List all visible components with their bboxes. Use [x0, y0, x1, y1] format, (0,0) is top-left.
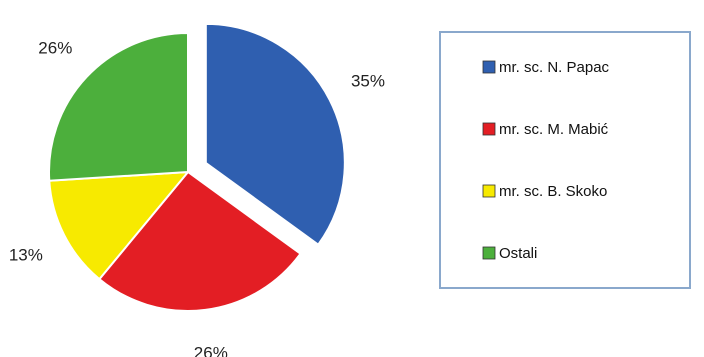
pie-slice-1: [204, 22, 346, 247]
legend-items: mr. sc. N. Papac mr. sc. M. Mabić mr. sc. …: [482, 59, 610, 262]
value-label-4: 26%: [38, 38, 72, 57]
legend-label-4: Ostali: [499, 245, 537, 262]
legend-swatch-3: [482, 184, 496, 198]
pie-value-labels: 35% 26% 13% 26%: [9, 38, 385, 357]
legend-box: [439, 31, 691, 289]
value-label-3: 13%: [9, 246, 43, 265]
legend-swatch-4: [482, 246, 496, 260]
pie-slice-3: [48, 170, 191, 281]
legend-label-3: mr. sc. B. Skoko: [499, 183, 607, 200]
pie-slice-2: [97, 170, 302, 312]
value-label-1: 35%: [351, 71, 385, 90]
value-label-2: 26%: [194, 344, 228, 357]
legend-swatch-1: [482, 60, 496, 74]
legend-label-2: mr. sc. M. Mabić: [499, 121, 609, 138]
pie-slices: [48, 22, 346, 312]
pie-slice-4: [48, 31, 189, 182]
legend-swatch-2: [482, 122, 496, 136]
legend-label-1: mr. sc. N. Papac: [499, 59, 610, 76]
legend: mr. sc. N. Papac mr. sc. M. Mabić mr. sc. …: [439, 31, 691, 289]
